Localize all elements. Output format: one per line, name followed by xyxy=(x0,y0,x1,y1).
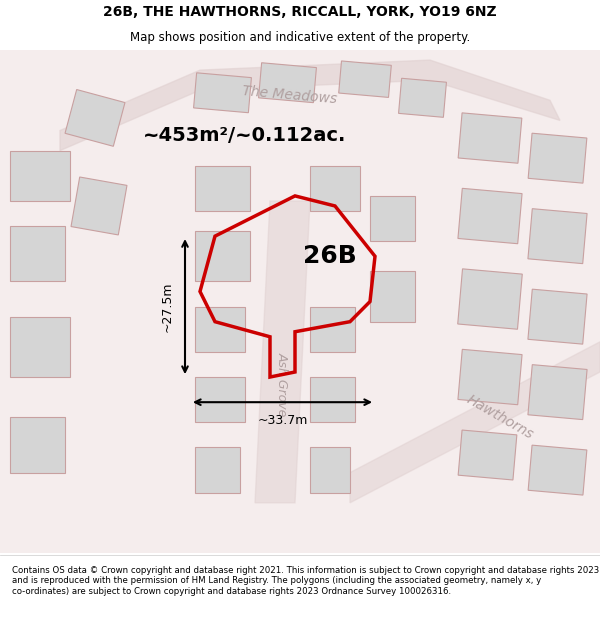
Polygon shape xyxy=(255,201,310,502)
Bar xyxy=(458,188,522,244)
Bar xyxy=(458,269,522,329)
Bar xyxy=(528,364,587,419)
Bar xyxy=(194,72,251,112)
Text: The Meadows: The Meadows xyxy=(242,84,338,106)
Polygon shape xyxy=(350,342,600,502)
Bar xyxy=(339,61,391,98)
Text: 26B, THE HAWTHORNS, RICCALL, YORK, YO19 6NZ: 26B, THE HAWTHORNS, RICCALL, YORK, YO19 … xyxy=(103,6,497,19)
Text: Ash Grove: Ash Grove xyxy=(275,352,289,416)
Bar xyxy=(10,151,70,201)
Text: ~27.5m: ~27.5m xyxy=(161,281,173,332)
Bar xyxy=(310,166,360,211)
Bar xyxy=(195,307,245,352)
Bar xyxy=(259,62,316,102)
Bar xyxy=(528,289,587,344)
Bar xyxy=(370,196,415,241)
Bar xyxy=(65,89,125,146)
Text: Contains OS data © Crown copyright and database right 2021. This information is : Contains OS data © Crown copyright and d… xyxy=(12,566,599,596)
Text: Map shows position and indicative extent of the property.: Map shows position and indicative extent… xyxy=(130,31,470,44)
Bar xyxy=(528,133,587,183)
Bar xyxy=(10,418,65,472)
Bar xyxy=(10,317,70,377)
Bar xyxy=(195,377,245,423)
Bar xyxy=(370,271,415,322)
Bar xyxy=(195,448,240,493)
Bar xyxy=(195,231,250,281)
Text: Hawthorns: Hawthorns xyxy=(464,392,536,442)
Text: ~453m²/~0.112ac.: ~453m²/~0.112ac. xyxy=(143,126,347,145)
Bar xyxy=(528,445,587,495)
Bar xyxy=(458,430,517,480)
Bar xyxy=(310,448,350,493)
Text: ~33.7m: ~33.7m xyxy=(257,414,308,427)
Bar xyxy=(71,177,127,235)
Bar xyxy=(10,226,65,281)
Text: 26B: 26B xyxy=(303,244,357,268)
Polygon shape xyxy=(60,60,560,151)
Bar xyxy=(458,113,522,163)
Bar xyxy=(195,166,250,211)
Bar xyxy=(398,78,446,118)
Bar xyxy=(528,209,587,264)
Bar xyxy=(310,377,355,423)
Bar xyxy=(310,307,355,352)
Bar xyxy=(458,349,522,405)
